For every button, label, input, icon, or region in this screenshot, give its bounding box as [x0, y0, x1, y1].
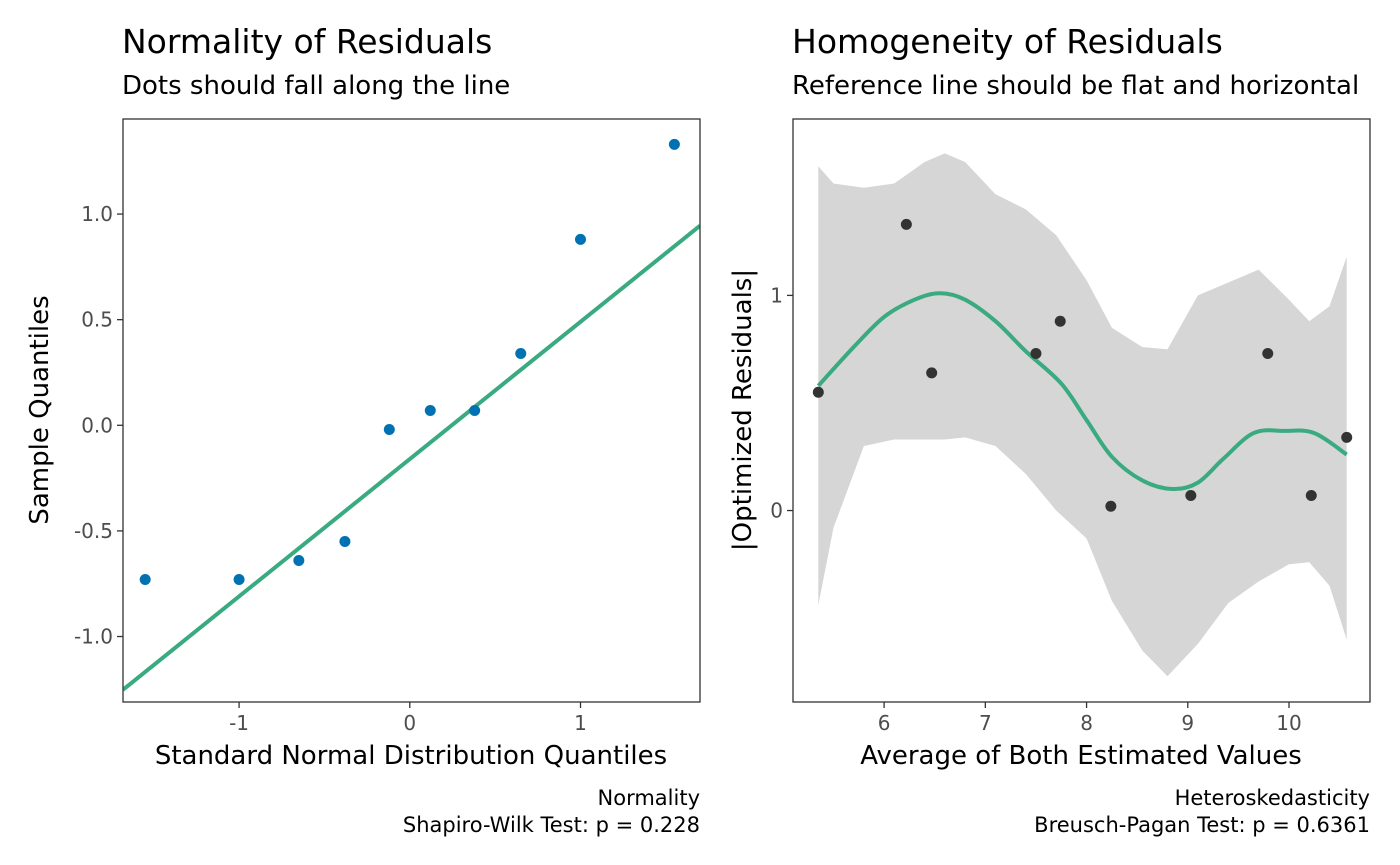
- qq-data-point: [339, 535, 351, 547]
- left-panel-title: Normality of Residuals: [122, 22, 493, 61]
- homogeneity-y-tick-label: 0: [770, 499, 783, 523]
- left-caption-line2: Shapiro-Wilk Test: p = 0.228: [402, 813, 700, 837]
- qq-y-tick-label: -0.5: [74, 519, 113, 543]
- left-caption-line1: Normality: [597, 786, 700, 810]
- right-caption: Heteroskedasticity Breusch-Pagan Test: p…: [1034, 785, 1370, 839]
- homogeneity-data-point: [1305, 489, 1317, 501]
- homogeneity-data-point: [1105, 500, 1117, 512]
- qq-data-point: [668, 138, 680, 150]
- qq-data-point: [383, 424, 395, 436]
- qq-reference-line: [123, 224, 700, 692]
- left-x-axis-title: Standard Normal Distribution Quantiles: [154, 741, 668, 771]
- qq-plot-panel: -1 0 1 -1.0 -0.5 0.0 0.5 1.0: [74, 118, 701, 735]
- homogeneity-data-point: [1185, 489, 1197, 501]
- left-panel-subtitle: Dots should fall along the line: [122, 71, 511, 101]
- homogeneity-data-point: [926, 367, 938, 379]
- qq-data-point: [424, 405, 436, 416]
- qq-y-tick-label: -1.0: [74, 625, 113, 649]
- homogeneity-x-tick-label: 7: [979, 711, 992, 735]
- homogeneity-data-point: [812, 386, 824, 398]
- right-caption-line2: Breusch-Pagan Test: p = 0.6361: [1034, 813, 1370, 837]
- homogeneity-x-tick-label: 9: [1181, 711, 1194, 735]
- homogeneity-plot-panel: 6 7 8 9 10 0 1: [770, 118, 1371, 735]
- homogeneity-x-tick-label: 10: [1276, 711, 1301, 735]
- homogeneity-data-point: [900, 218, 912, 230]
- qq-data-point: [515, 347, 527, 359]
- right-x-axis-title: Average of Both Estimated Values: [860, 741, 1302, 771]
- qq-data-point: [233, 573, 245, 585]
- left-caption: Normality Shapiro-Wilk Test: p = 0.228: [403, 785, 700, 839]
- homogeneity-data-point: [1054, 315, 1066, 327]
- qq-y-tick-label: 0.5: [81, 308, 113, 332]
- qq-y-tick-label: 0.0: [81, 413, 113, 437]
- homogeneity-y-tick-label: 1: [770, 283, 783, 307]
- homogeneity-plot-area: [816, 153, 1348, 677]
- homogeneity-smooth-line: [816, 291, 1348, 492]
- right-panel-title: Homogeneity of Residuals: [792, 22, 1223, 61]
- homogeneity-panel-border: [792, 118, 1371, 703]
- homogeneity-data-point: [1341, 431, 1353, 443]
- qq-data-point: [293, 554, 305, 566]
- right-panel-subtitle-clip: Reference line should be flat and horizo…: [792, 71, 1400, 111]
- right-caption-line1: Heteroskedasticity: [1174, 786, 1370, 810]
- qq-plot-area: [123, 224, 700, 692]
- qq-data-point: [575, 233, 587, 245]
- qq-x-tick-label: -1: [229, 711, 249, 735]
- homogeneity-data-point: [1030, 347, 1042, 359]
- qq-data-point: [469, 405, 481, 416]
- qq-data-point: [139, 573, 151, 585]
- qq-panel-border: [122, 118, 701, 703]
- homogeneity-x-tick-label: 6: [878, 711, 891, 735]
- qq-x-tick-label: 1: [574, 711, 587, 735]
- qq-y-tick-label: 1.0: [81, 202, 113, 226]
- right-panel-subtitle: Reference line should be flat and horizo…: [792, 71, 1360, 101]
- qq-x-tick-label: 0: [403, 711, 416, 735]
- homogeneity-x-tick-label: 8: [1080, 711, 1093, 735]
- homogeneity-data-point: [1262, 347, 1274, 359]
